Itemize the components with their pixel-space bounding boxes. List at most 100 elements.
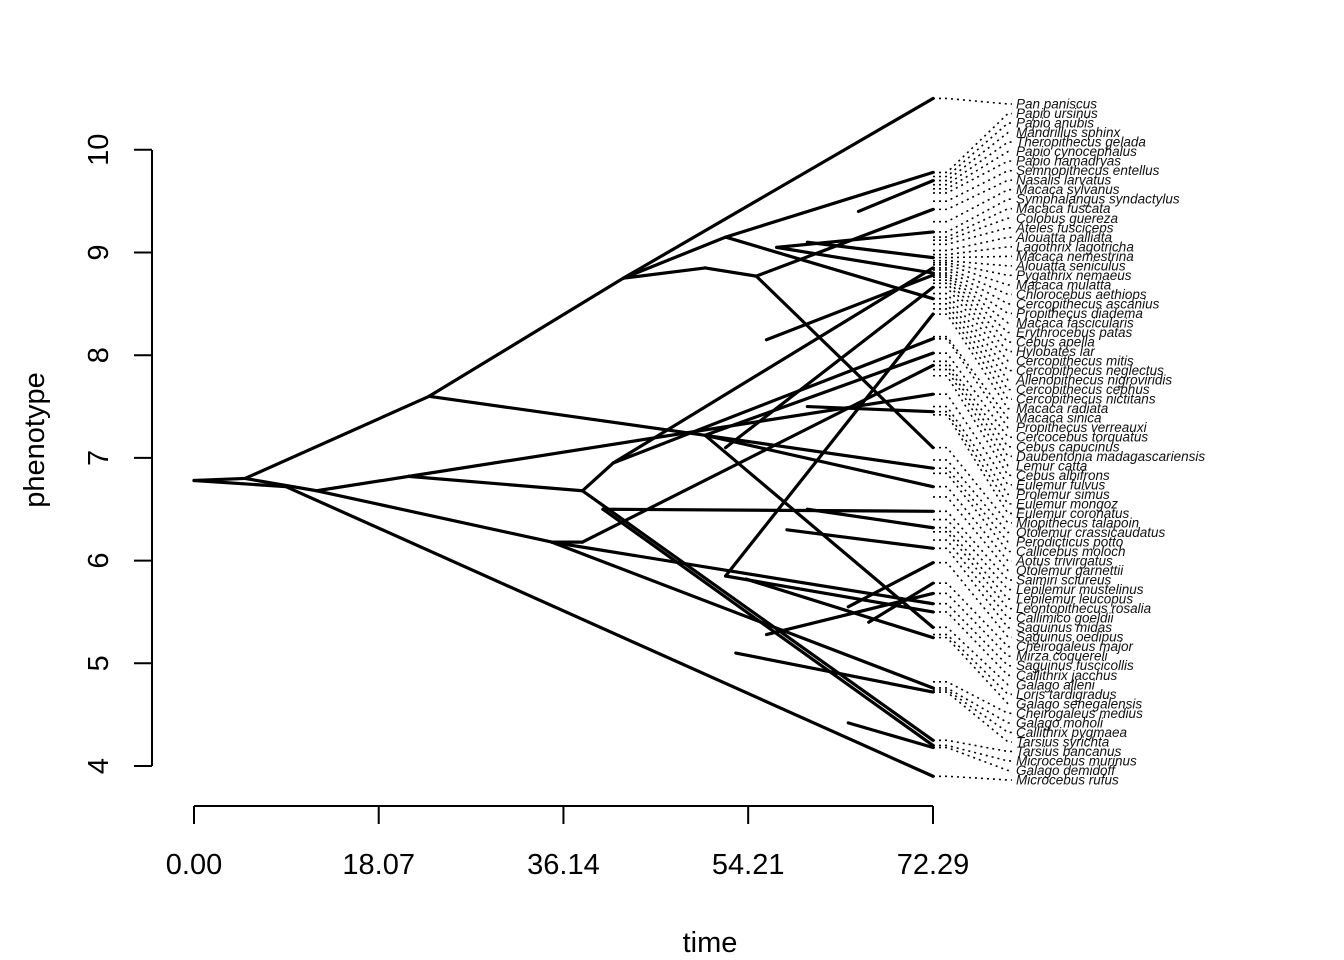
tree-branch (805, 404, 935, 414)
tip-label: Galago demidoff (1016, 763, 1116, 778)
tree-branch (407, 474, 585, 493)
tip-label: Callicebus moloch (1016, 544, 1126, 559)
tip-connector (933, 689, 1012, 734)
tree-branch (580, 461, 615, 493)
tip-label: Lepilemur mustelinus (1016, 582, 1144, 597)
tip-connector (933, 282, 1012, 353)
tip-connectors (933, 97, 1012, 781)
tree-branch (703, 433, 935, 629)
tree-branch (580, 489, 935, 742)
tip-label: Semnopithecus entellus (1016, 163, 1160, 178)
tree-branch (775, 245, 935, 275)
tip-label: Macaca fuscata (1016, 201, 1111, 216)
tip-label: Macaca fascicularis (1016, 315, 1134, 330)
tip-label: Ateles fusciceps (1015, 220, 1114, 235)
tip-label: Papio anubis (1016, 116, 1094, 131)
tip-connector (933, 236, 1012, 252)
tip-label: Cheirogaleus medius (1016, 706, 1143, 721)
tip-connector (933, 255, 1012, 259)
tree-branch (611, 337, 935, 465)
tip-connector (933, 561, 1012, 638)
tip-connector (933, 691, 1012, 743)
y-tick-label: 10 (83, 134, 115, 166)
tip-connector (933, 680, 1012, 715)
tip-label: Tarsius bancanus (1016, 744, 1122, 759)
tip-label: Cercopithecus nictitans (1016, 392, 1156, 407)
tip-connector (933, 602, 1012, 667)
tip-connector (933, 276, 1012, 334)
tree-branch (427, 394, 707, 437)
tip-connector (933, 259, 1012, 267)
tip-connector (933, 246, 1012, 256)
tip-connector (933, 518, 1012, 591)
tip-connector (933, 207, 1012, 238)
tip-connector (933, 272, 1012, 315)
tip-connector (933, 746, 1012, 772)
tip-connector (933, 446, 1012, 524)
tree-branch (601, 507, 935, 748)
tip-connector (933, 150, 1012, 190)
tip-connector (933, 775, 1012, 781)
tip-label: Perodicticus potto (1016, 534, 1124, 549)
tip-connector (933, 374, 1012, 477)
tip-connector (933, 303, 1012, 391)
tree-branch (744, 577, 935, 640)
tip-connector (933, 337, 1012, 429)
tip-label: Cheirogaleus major (1016, 639, 1134, 654)
x-ticks: 0.00 18.07 36.14 54.21 72.29 (166, 806, 969, 881)
tree-branch (192, 478, 288, 489)
tree-branch (867, 581, 935, 624)
tip-connector (933, 179, 1012, 211)
tip-label: Galago alleni (1016, 677, 1096, 692)
y-tick-label: 9 (83, 244, 115, 260)
tip-connector (933, 264, 1012, 286)
tip-connector (933, 292, 1012, 372)
tip-label: Mirza coquereli (1016, 649, 1109, 664)
x-tick-label: 36.14 (527, 849, 600, 881)
x-tick-label: 0.00 (166, 849, 222, 881)
tip-label: Tarsius syrichta (1016, 734, 1110, 749)
tip-label: Daubentonia madagascariensis (1016, 449, 1205, 464)
tip-connector (933, 297, 1012, 381)
tree-branch (754, 207, 935, 278)
tip-label: Symphalangus syndactylus (1016, 192, 1180, 207)
tip-connector (933, 413, 1012, 515)
y-tick-label: 6 (83, 553, 115, 569)
tip-connector (933, 279, 1012, 343)
tip-connector (933, 393, 1012, 486)
tip-connector (933, 744, 1012, 762)
tree-branch (723, 312, 935, 578)
tip-connector (933, 308, 1012, 400)
tree-branch (601, 507, 935, 513)
tree-branch (243, 476, 319, 493)
y-tick-label: 7 (83, 450, 115, 466)
tip-label: Galago moholi (1016, 715, 1104, 730)
tip-connector (933, 633, 1012, 696)
tree-branch (580, 363, 935, 544)
tip-label: Papio cynocephalus (1016, 144, 1137, 159)
y-ticks: 4 5 6 7 8 9 10 (83, 134, 152, 774)
tip-connector (933, 364, 1012, 458)
tip-label: Saguinus oedipus (1016, 630, 1124, 645)
tree-branches (192, 96, 935, 778)
tip-connector (933, 352, 1012, 439)
tree-branch (703, 266, 758, 278)
tip-label: Saimiri sciureus (1016, 573, 1112, 588)
tip-connector (933, 687, 1012, 724)
tip-connector (933, 582, 1012, 648)
tree-branch (846, 721, 935, 750)
tree-branch (805, 240, 935, 260)
tip-connector (933, 217, 1012, 241)
tip-label: Alouatta palliata (1015, 230, 1113, 245)
tip-label: Papio ursinus (1016, 106, 1098, 121)
tip-connector (933, 592, 1012, 658)
tree-branch (775, 230, 935, 249)
tip-connector (933, 131, 1012, 182)
tip-label: Aotus trivirgatus (1015, 554, 1113, 569)
tip-connector (933, 160, 1012, 194)
tip-label: Microcebus rufus (1016, 773, 1119, 788)
tip-label: Saguinus fuscicollis (1016, 658, 1134, 673)
tip-connector (933, 122, 1012, 178)
tree-branch (427, 276, 625, 398)
tip-label: Allenopithecus nigroviridis (1015, 373, 1172, 388)
